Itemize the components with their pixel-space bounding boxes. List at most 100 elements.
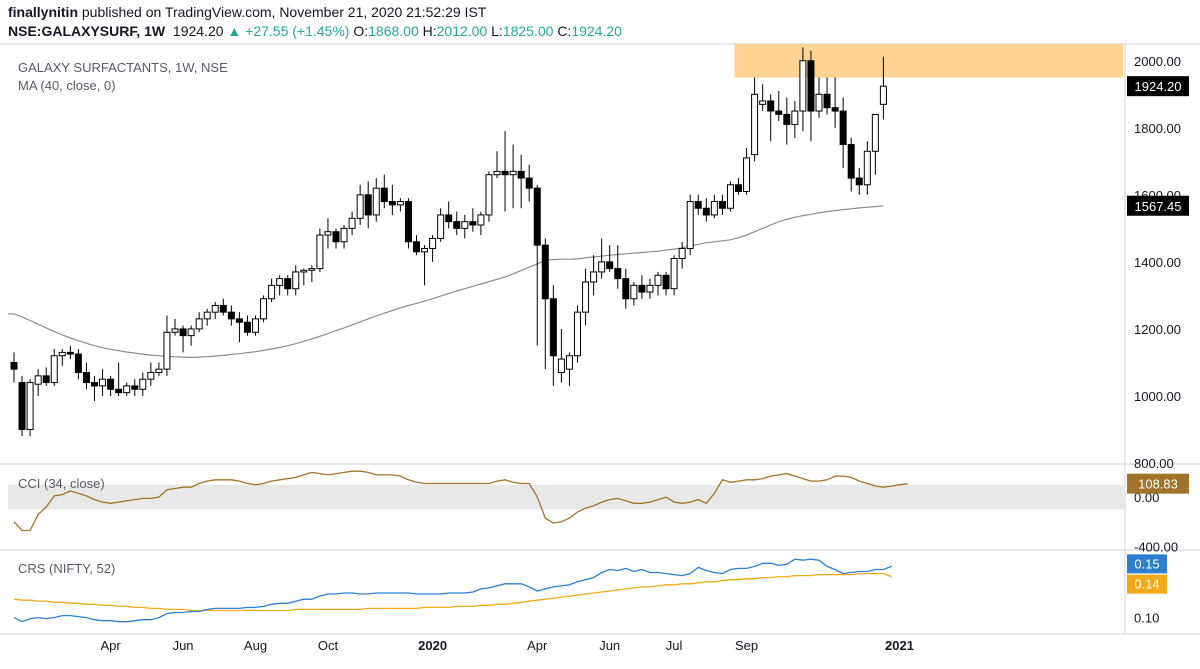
- candle[interactable]: [501, 131, 509, 212]
- candle[interactable]: [171, 318, 179, 336]
- candle[interactable]: [469, 208, 477, 232]
- candle[interactable]: [702, 198, 710, 222]
- candle[interactable]: [42, 367, 50, 386]
- candle[interactable]: [839, 97, 847, 169]
- candle[interactable]: [517, 154, 525, 209]
- candle[interactable]: [260, 295, 268, 323]
- candle[interactable]: [203, 308, 211, 326]
- crs-pane[interactable]: 0.10 0.15 0.14: [13, 554, 1167, 626]
- candle[interactable]: [606, 245, 614, 272]
- candle[interactable]: [437, 208, 445, 242]
- candle[interactable]: [380, 174, 388, 209]
- candle[interactable]: [718, 194, 726, 215]
- candle[interactable]: [276, 275, 284, 296]
- candle[interactable]: [252, 315, 259, 336]
- candle[interactable]: [855, 168, 863, 195]
- candle[interactable]: [710, 194, 718, 219]
- candle[interactable]: [541, 238, 549, 370]
- candle[interactable]: [308, 265, 316, 282]
- cci-pane[interactable]: 0.00 -400.00 108.83: [8, 470, 1189, 555]
- candle[interactable]: [243, 315, 251, 336]
- candle[interactable]: [91, 375, 98, 401]
- candle[interactable]: [356, 184, 364, 226]
- candle[interactable]: [115, 362, 123, 396]
- candle[interactable]: [694, 194, 702, 215]
- candle[interactable]: [429, 235, 437, 262]
- candle[interactable]: [268, 278, 276, 303]
- candle[interactable]: [413, 235, 420, 256]
- candle[interactable]: [638, 275, 646, 299]
- candle[interactable]: [525, 164, 533, 202]
- candle[interactable]: [847, 137, 855, 192]
- candle[interactable]: [831, 77, 839, 128]
- candle[interactable]: [461, 214, 469, 239]
- candle[interactable]: [155, 362, 163, 376]
- candle[interactable]: [292, 265, 300, 296]
- candle[interactable]: [735, 178, 742, 195]
- candle[interactable]: [726, 181, 734, 212]
- candle[interactable]: [614, 245, 622, 289]
- candle[interactable]: [799, 47, 807, 132]
- candle[interactable]: [284, 275, 292, 296]
- candle[interactable]: [751, 77, 759, 162]
- candle[interactable]: [324, 218, 332, 249]
- candle[interactable]: [807, 50, 815, 142]
- candle[interactable]: [662, 271, 670, 296]
- candle[interactable]: [404, 198, 412, 249]
- candle[interactable]: [815, 77, 823, 118]
- candle[interactable]: [139, 372, 147, 396]
- candle[interactable]: [26, 379, 34, 437]
- author-name[interactable]: finallynitin: [8, 4, 78, 20]
- candle[interactable]: [871, 113, 879, 175]
- candle[interactable]: [557, 328, 565, 383]
- candle[interactable]: [421, 245, 429, 286]
- candle[interactable]: [372, 178, 380, 222]
- candle[interactable]: [10, 352, 18, 383]
- candle[interactable]: [493, 151, 501, 179]
- candle[interactable]: [759, 84, 767, 112]
- candle[interactable]: [863, 141, 871, 195]
- candle[interactable]: [227, 305, 235, 326]
- candle[interactable]: [388, 184, 396, 215]
- candle[interactable]: [743, 147, 751, 195]
- candle[interactable]: [574, 305, 581, 363]
- candle[interactable]: [622, 268, 630, 309]
- candle[interactable]: [99, 369, 107, 396]
- candle[interactable]: [163, 315, 171, 376]
- candle[interactable]: [74, 349, 82, 380]
- candle[interactable]: [131, 379, 139, 396]
- candle[interactable]: [823, 77, 831, 115]
- candle[interactable]: [66, 345, 74, 360]
- candle[interactable]: [364, 181, 372, 229]
- candle[interactable]: [348, 211, 356, 236]
- candle[interactable]: [533, 184, 541, 346]
- candle[interactable]: [654, 271, 662, 296]
- candle[interactable]: [34, 369, 42, 396]
- candle[interactable]: [485, 171, 493, 222]
- time-axis[interactable]: Apr Jun Aug Oct 2020 Apr Jun Jul Sep 2021: [100, 638, 913, 653]
- candle[interactable]: [590, 255, 598, 296]
- candle[interactable]: [598, 238, 606, 279]
- candle[interactable]: [332, 228, 340, 249]
- candle[interactable]: [582, 268, 590, 326]
- price-pane[interactable]: 800.001000.001200.001400.001600.001800.0…: [8, 44, 1189, 471]
- candle[interactable]: [565, 352, 573, 386]
- candle[interactable]: [58, 349, 66, 366]
- candle[interactable]: [300, 268, 308, 286]
- candle[interactable]: [107, 375, 115, 396]
- candle[interactable]: [791, 100, 799, 138]
- candle[interactable]: [775, 90, 783, 122]
- candle[interactable]: [147, 362, 155, 386]
- candle[interactable]: [316, 228, 324, 272]
- candle[interactable]: [630, 281, 638, 306]
- candle[interactable]: [18, 375, 26, 437]
- candle[interactable]: [509, 144, 517, 209]
- candle[interactable]: [50, 349, 58, 386]
- candle[interactable]: [445, 201, 453, 229]
- candle[interactable]: [235, 312, 243, 343]
- candle[interactable]: [453, 211, 461, 236]
- candle[interactable]: [477, 211, 485, 236]
- candle[interactable]: [686, 194, 694, 256]
- candle[interactable]: [340, 225, 348, 249]
